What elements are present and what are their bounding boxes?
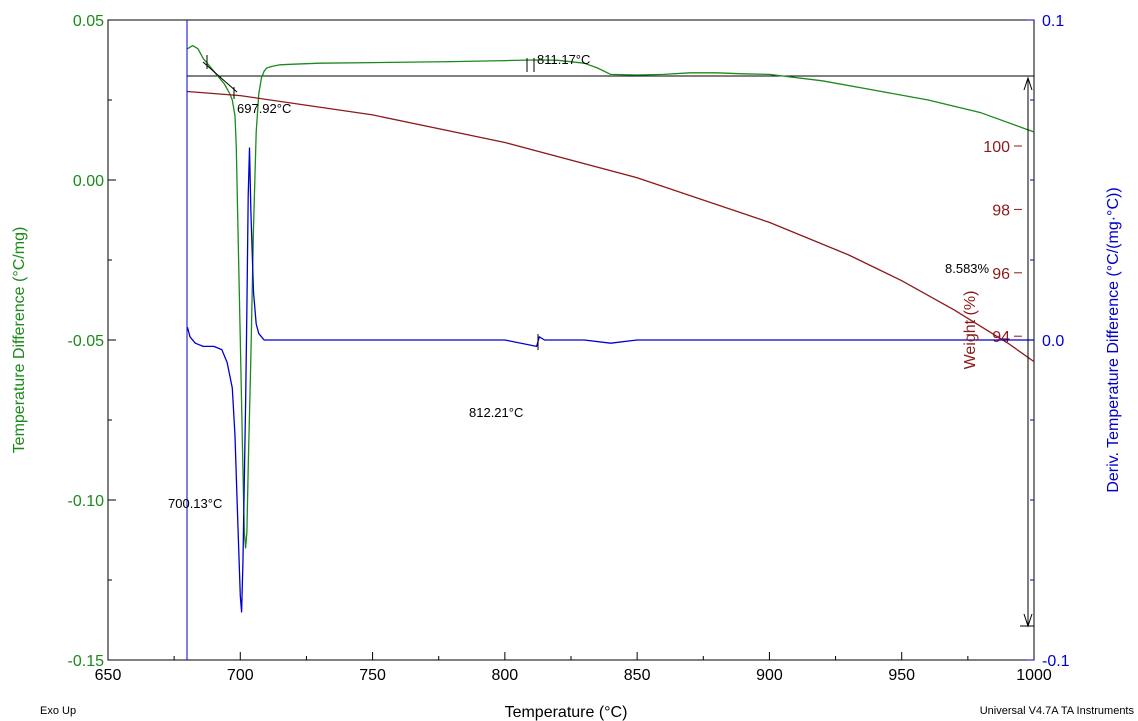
left-tick-label: 0.05 [73, 13, 104, 30]
x-tick-label: 700 [227, 667, 254, 684]
weight-tick-label: 96 [992, 266, 1010, 283]
left-tick-label: -0.15 [68, 653, 105, 670]
x-tick-label: 850 [624, 667, 651, 684]
onset-tangent [202, 61, 238, 93]
series-line-2 [186, 147, 1034, 613]
weight-axis-label: Weight (%) [962, 291, 979, 370]
annotation-onset: 697.92°C [237, 101, 291, 116]
deriv-axis-label: Deriv. Temperature Difference (°C/(mg·°C… [1105, 187, 1122, 492]
analysis-marks [202, 55, 1034, 628]
deriv-tick-label: 0.0 [1042, 333, 1064, 350]
annotation-peak-812: 812.21°C [469, 405, 523, 420]
deriv-tick-label: 0.1 [1042, 13, 1064, 30]
left-tick-label: -0.05 [68, 333, 105, 350]
x-tick-label: 800 [492, 667, 519, 684]
footer-exo-up: Exo Up [40, 705, 76, 717]
x-axis-label: Temperature (°C) [505, 704, 628, 721]
arrow-head-top [1023, 76, 1033, 91]
left-tick-label: -0.10 [68, 493, 105, 510]
x-tick-label: 950 [888, 667, 915, 684]
annotation-weight-loss: 8.583% [945, 261, 990, 276]
series-layer [186, 44, 1035, 613]
deriv-tick-label: -0.1 [1042, 653, 1070, 670]
annotation-min-700: 700.13°C [168, 496, 222, 511]
footer-instrument: Universal V4.7A TA Instruments [980, 705, 1135, 717]
x-tick-label: 900 [756, 667, 783, 684]
left-tick-label: 0.00 [73, 173, 104, 190]
series-line-0 [187, 44, 1035, 549]
weight-tick-label: 100 [983, 139, 1010, 156]
x-tick-label: 650 [95, 667, 122, 684]
x-tick-label: 1000 [1016, 667, 1052, 684]
annotation-peak-811: 811.17°C [537, 52, 590, 67]
x-tick-label: 750 [359, 667, 386, 684]
weight-tick-label: 98 [992, 202, 1010, 219]
weight-tick-label: 94 [992, 329, 1010, 346]
left-axis-label: Temperature Difference (°C/mg) [11, 227, 28, 454]
series-line-1 [187, 90, 1035, 363]
